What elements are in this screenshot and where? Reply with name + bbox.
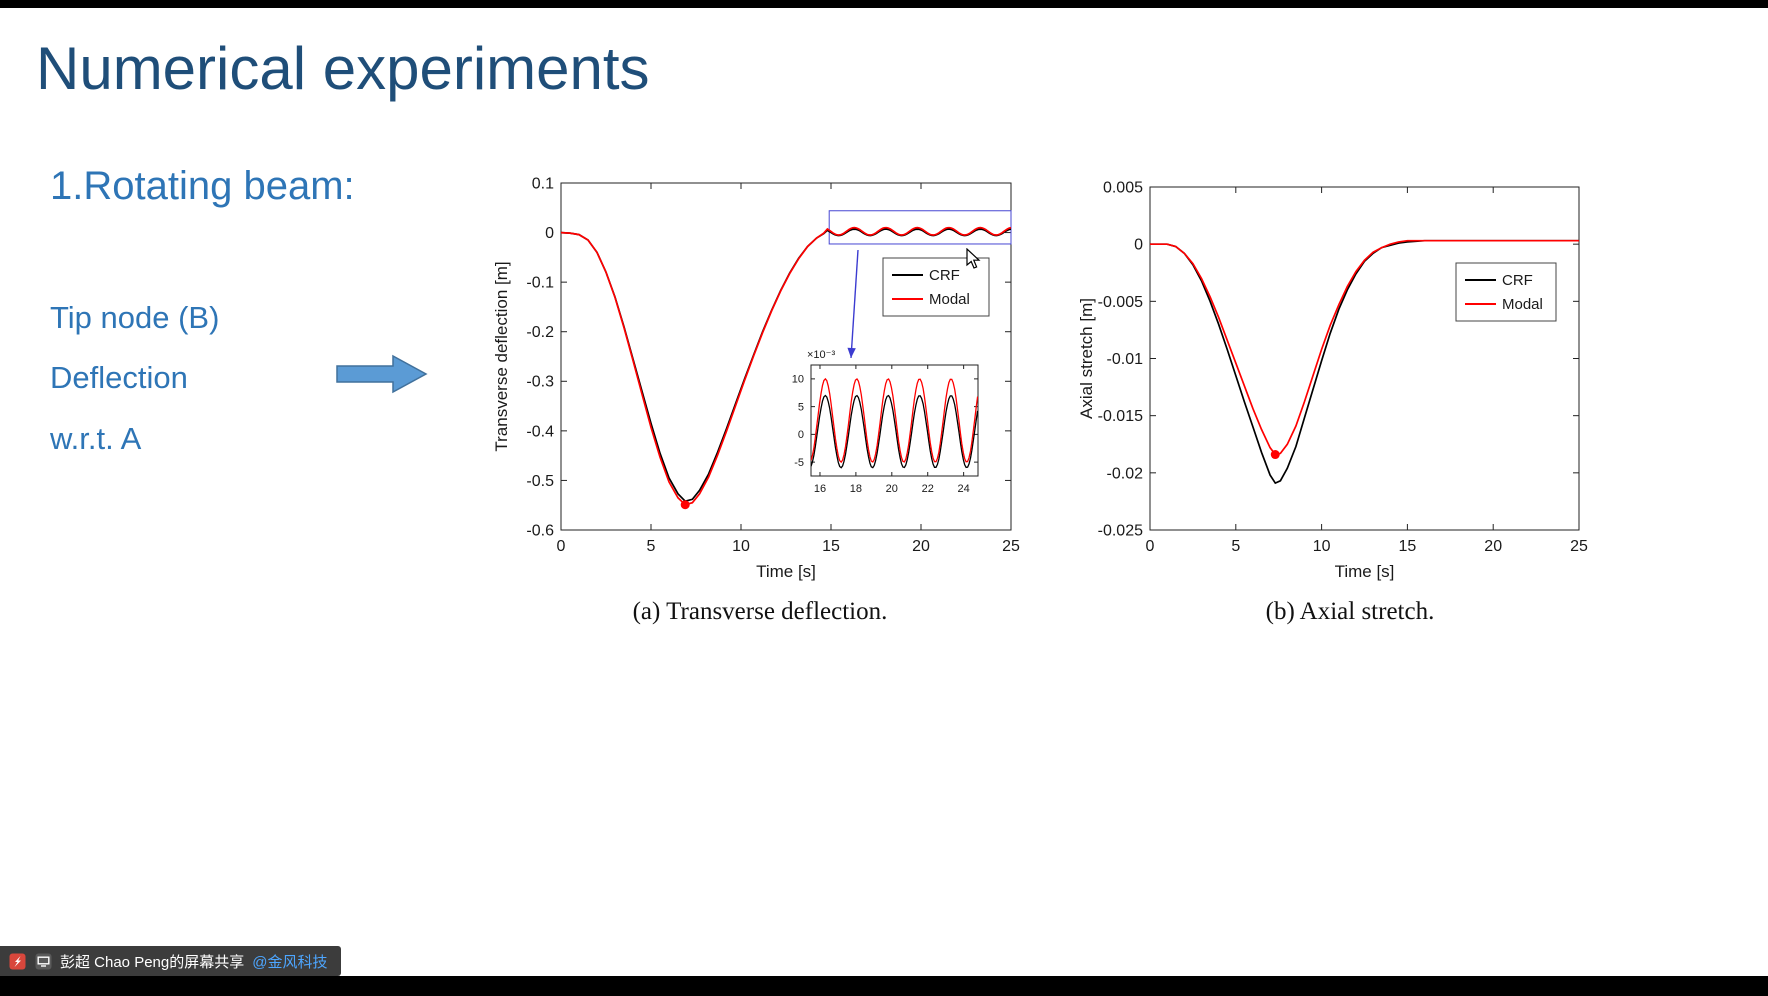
- svg-text:0: 0: [798, 429, 804, 441]
- svg-text:Modal: Modal: [1502, 296, 1543, 313]
- right-arrow-polygon: [336, 354, 428, 394]
- share-record-icon: [8, 952, 26, 970]
- svg-text:CRF: CRF: [1502, 272, 1533, 289]
- svg-text:-0.015: -0.015: [1098, 408, 1143, 425]
- zoom-region-rect: [828, 210, 1012, 245]
- slide-title: Numerical experiments: [36, 35, 650, 102]
- svg-text:25: 25: [1570, 538, 1588, 555]
- section-heading: 1.Rotating beam:: [50, 164, 355, 208]
- series-Modal: [811, 377, 978, 464]
- curve-min-marker: [1270, 450, 1280, 460]
- svg-text:-0.4: -0.4: [526, 423, 554, 440]
- svg-text:0: 0: [557, 538, 566, 555]
- svg-text:-0.1: -0.1: [526, 275, 554, 292]
- svg-text:5: 5: [798, 401, 804, 413]
- svg-text:Time [s]: Time [s]: [1335, 562, 1395, 581]
- svg-text:Modal: Modal: [929, 291, 970, 308]
- svg-text:20: 20: [886, 483, 898, 495]
- bullet-tip-node: Tip node (B): [50, 300, 220, 335]
- svg-text:10: 10: [792, 374, 804, 386]
- chart-axial-stretch: 0 5 10 15 20 25 0.005 0 -0.005 -0.01 -0.015 -0.02 -0…: [1077, 179, 1588, 581]
- svg-text:0: 0: [1134, 237, 1143, 254]
- legend-box: [1455, 262, 1557, 322]
- svg-text:0: 0: [545, 225, 554, 242]
- mouse-cursor: [966, 248, 981, 269]
- series-CRF: [1150, 239, 1579, 485]
- svg-text:15: 15: [822, 538, 840, 555]
- curve-min-marker: [680, 500, 690, 510]
- svg-text:-0.01: -0.01: [1107, 351, 1144, 368]
- svg-text:-0.02: -0.02: [1107, 465, 1144, 482]
- share-speaker-text: 彭超 Chao Peng的屏幕共享: [60, 953, 245, 971]
- svg-text:Axial stretch [m]: Axial stretch [m]: [1077, 298, 1096, 419]
- chart-transverse-deflection: 0 5 10 15 20 25 0.1 0 -0.1 -0.2 -0.3 -0.4 -0.5 -0.6 Ti…: [492, 175, 1020, 581]
- svg-text:5: 5: [1231, 538, 1240, 555]
- svg-text:15: 15: [1399, 538, 1417, 555]
- svg-text:20: 20: [1484, 538, 1502, 555]
- chart-zoom-inset: 16 18 20 22 24 10 5 0 -5 ×10⁻³: [792, 349, 979, 495]
- bottom-letterbox-bar: [0, 976, 1768, 996]
- svg-text:-0.3: -0.3: [526, 374, 554, 391]
- top-letterbox-bar: [0, 0, 1768, 8]
- series-CRF: [811, 394, 978, 469]
- svg-text:-5: -5: [794, 457, 804, 469]
- series-Modal: [561, 226, 1011, 506]
- svg-text:-0.6: -0.6: [526, 522, 554, 539]
- svg-text:10: 10: [1313, 538, 1331, 555]
- svg-text:-0.005: -0.005: [1098, 294, 1143, 311]
- axial-plot-box: [1149, 186, 1580, 531]
- zoom-arrow: [850, 249, 859, 359]
- caption-b: (b) Axial stretch.: [1265, 598, 1435, 625]
- svg-text:Transverse deflection [m]: Transverse deflection [m]: [492, 261, 511, 451]
- share-screen-icon: [34, 952, 52, 970]
- svg-text:22: 22: [922, 483, 934, 495]
- svg-text:-0.025: -0.025: [1098, 522, 1143, 539]
- svg-text:0.1: 0.1: [532, 175, 554, 192]
- svg-text:-0.5: -0.5: [526, 473, 554, 490]
- svg-text:0.005: 0.005: [1103, 179, 1143, 196]
- svg-text:Time [s]: Time [s]: [756, 562, 816, 581]
- svg-text:0: 0: [1146, 538, 1155, 555]
- svg-text:-0.2: -0.2: [526, 324, 554, 341]
- right-arrow-shape: [336, 354, 428, 394]
- bullet-wrt-a: w.r.t. A: [50, 421, 142, 456]
- caption-a: (a) Transverse deflection.: [632, 598, 888, 625]
- svg-text:10: 10: [732, 538, 750, 555]
- svg-text:18: 18: [850, 483, 862, 495]
- share-bar[interactable]: 彭超 Chao Peng的屏幕共享 @金风科技: [0, 946, 342, 976]
- share-mention-link[interactable]: @金风科技: [252, 953, 328, 971]
- svg-text:20: 20: [912, 538, 930, 555]
- bullet-deflection: Deflection: [50, 360, 188, 395]
- svg-text:25: 25: [1002, 538, 1020, 555]
- svg-text:×10⁻³: ×10⁻³: [807, 349, 835, 361]
- svg-text:5: 5: [647, 538, 656, 555]
- legend-box: [882, 257, 990, 317]
- svg-text:16: 16: [814, 483, 826, 495]
- svg-text:24: 24: [958, 483, 970, 495]
- svg-text:CRF: CRF: [929, 267, 960, 284]
- series-Modal: [1150, 239, 1579, 456]
